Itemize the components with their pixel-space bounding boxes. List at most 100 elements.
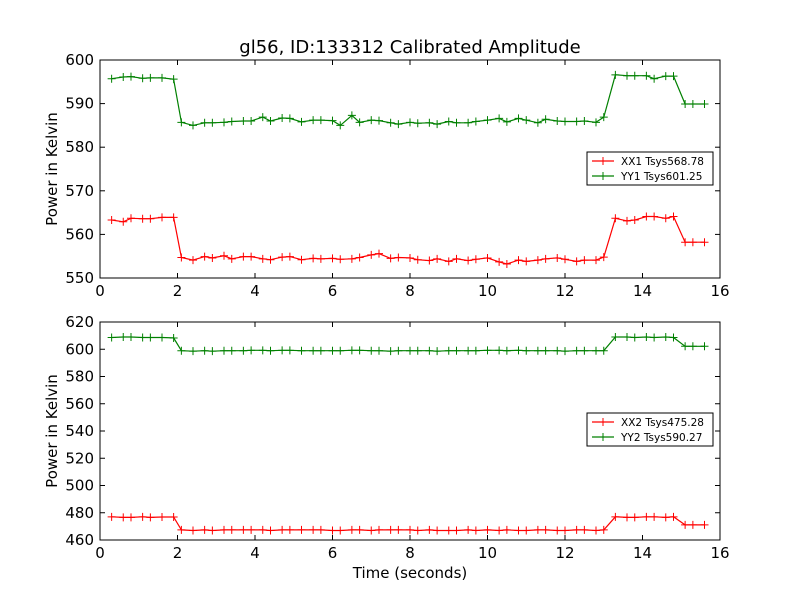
data-point <box>158 73 166 82</box>
y-tick-label: 480 <box>65 504 94 522</box>
data-point <box>285 346 294 355</box>
data-point <box>208 526 217 535</box>
data-point <box>297 255 306 264</box>
data-point <box>138 74 147 83</box>
data-point <box>514 114 523 123</box>
data-point <box>146 333 155 342</box>
data-point <box>533 525 542 534</box>
data-point <box>107 74 116 83</box>
x-tick-label: 12 <box>555 282 574 300</box>
data-point <box>611 214 620 223</box>
data-point <box>650 512 659 521</box>
data-point <box>495 114 504 123</box>
data-point <box>127 332 135 341</box>
data-point <box>177 525 186 534</box>
data-point <box>623 216 631 225</box>
y-tick-label: 580 <box>65 368 94 386</box>
data-point <box>227 254 236 263</box>
data-point <box>189 526 197 535</box>
data-point <box>200 346 209 355</box>
data-point <box>119 73 128 82</box>
data-point <box>367 250 376 259</box>
data-point <box>471 117 480 126</box>
data-point <box>158 213 166 222</box>
data-point <box>514 526 523 535</box>
legend: XX2 Tsys475.28 YY2 Tsys590.27 <box>586 412 714 447</box>
data-point <box>278 525 287 534</box>
data-point <box>561 526 569 535</box>
y-axis-label: Power in Kelvin <box>43 374 61 488</box>
data-point <box>599 113 608 122</box>
data-point <box>502 260 511 269</box>
data-point <box>483 116 492 125</box>
y-tick-label: 600 <box>65 51 94 69</box>
y-tick-label: 540 <box>65 422 94 440</box>
lower-panel: 0 2 4 6 8 10 12 14 16 460 480 500 520 540 560 580 600 620… <box>43 313 730 562</box>
data-point <box>700 520 709 529</box>
data-point <box>328 116 337 125</box>
data-point <box>650 333 659 342</box>
data-point <box>177 346 186 355</box>
data-point <box>266 117 275 126</box>
series-2 <box>107 70 709 130</box>
data-point <box>297 346 306 355</box>
data-point <box>681 520 690 529</box>
data-point <box>700 100 709 109</box>
data-point <box>650 74 659 83</box>
data-point <box>502 346 511 355</box>
data-point <box>220 525 228 534</box>
data-point <box>433 347 442 356</box>
data-point <box>227 117 236 126</box>
data-point <box>599 253 608 262</box>
x-tick-label: 16 <box>710 544 729 562</box>
data-point <box>642 512 651 521</box>
data-point <box>375 116 383 125</box>
data-point <box>347 111 356 120</box>
data-point <box>189 121 197 130</box>
data-point <box>278 346 287 355</box>
data-point <box>146 214 155 223</box>
x-tick-label: 10 <box>478 282 497 300</box>
data-point <box>336 346 345 355</box>
y-tick-label: 520 <box>65 449 94 467</box>
data-point <box>553 117 562 126</box>
data-point <box>386 347 395 356</box>
data-point <box>642 71 651 80</box>
data-point <box>158 333 166 342</box>
data-point <box>413 119 422 128</box>
data-point <box>561 117 569 126</box>
data-point <box>541 346 550 355</box>
data-point <box>413 255 422 264</box>
data-point <box>471 255 480 264</box>
data-point <box>533 346 542 355</box>
legend-label: YY2 Tsys590.27 <box>620 432 702 444</box>
data-point <box>688 238 697 247</box>
data-point <box>158 512 166 521</box>
data-point <box>107 216 116 225</box>
data-point <box>681 342 690 351</box>
data-point <box>580 256 589 265</box>
data-point <box>138 214 147 223</box>
data-point <box>661 72 670 81</box>
data-point <box>146 73 155 82</box>
data-point <box>347 346 356 355</box>
series-1 <box>107 512 709 535</box>
data-point <box>495 257 504 266</box>
data-point <box>514 256 523 265</box>
data-point <box>266 346 275 355</box>
data-point <box>592 346 600 355</box>
legend-box <box>586 151 714 186</box>
data-point <box>669 333 678 342</box>
data-point <box>623 71 631 80</box>
data-point <box>630 71 639 80</box>
x-tick-label: 4 <box>250 282 260 300</box>
data-point <box>452 254 461 263</box>
data-point <box>316 346 325 355</box>
data-point <box>669 72 678 81</box>
data-point <box>316 525 325 534</box>
data-point <box>189 347 197 356</box>
data-point <box>522 346 531 355</box>
data-point <box>239 252 248 261</box>
legend: XX1 Tsys568.78 YY1 Tsys601.25 <box>586 151 714 186</box>
